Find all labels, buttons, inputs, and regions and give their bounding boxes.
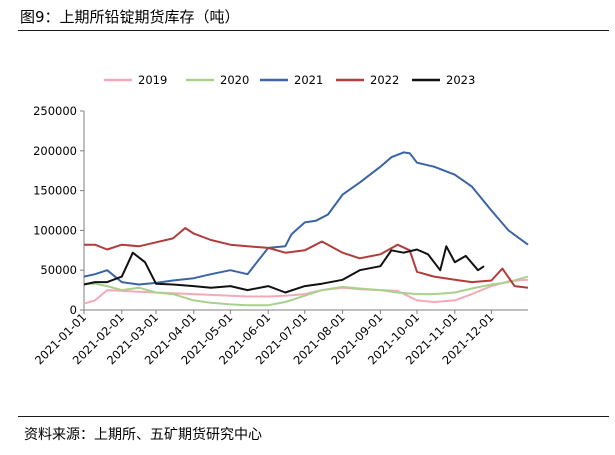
series-line-2023 xyxy=(83,245,485,294)
series-line-2021 xyxy=(83,151,529,286)
source-note: 资料来源：上期所、五矿期货研究中心 xyxy=(24,427,262,443)
y-tick-label: 50000 xyxy=(40,263,77,277)
chart-legend: 2019 2020 2021 2022 2023 xyxy=(104,73,475,87)
y-tick-label: 250000 xyxy=(33,104,77,118)
line-chart: 0500001000001500002000002500002021-01-01… xyxy=(32,73,529,367)
series-line-2020 xyxy=(84,275,529,307)
chart-axes: 0500001000001500002000002500002021-01-01… xyxy=(32,104,528,367)
y-tick-label: 150000 xyxy=(33,184,77,198)
y-tick-label: 0 xyxy=(70,303,77,317)
bottom-rule xyxy=(18,416,609,417)
y-tick-label: 100000 xyxy=(33,223,77,237)
y-tick-label: 200000 xyxy=(33,144,77,158)
legend-label-2021: 2021 xyxy=(294,73,323,87)
legend-label-2019: 2019 xyxy=(138,73,167,87)
series-line-2022 xyxy=(84,227,529,289)
series-line-2019 xyxy=(83,278,529,305)
top-rule xyxy=(18,30,609,31)
legend-label-2020: 2020 xyxy=(220,73,249,87)
chart-series xyxy=(83,151,529,307)
figure-title: 图9：上期所铅锭期货库存（吨） xyxy=(20,8,240,26)
legend-label-2022: 2022 xyxy=(370,73,399,87)
legend-label-2023: 2023 xyxy=(446,73,475,87)
